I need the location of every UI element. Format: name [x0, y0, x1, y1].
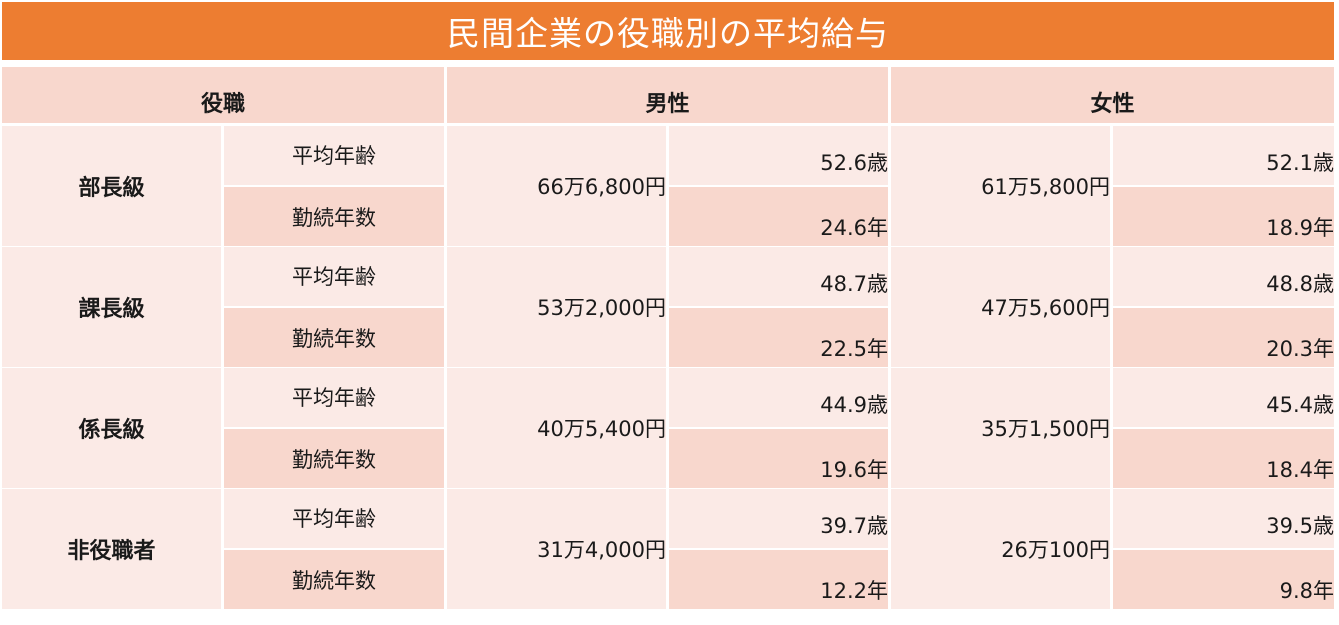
female-age: 52.1歳 [1113, 126, 1334, 185]
male-salary: 31万4,000円 [447, 489, 666, 609]
male-tenure: 24.6年 [669, 187, 888, 246]
male-salary: 66万6,800円 [447, 126, 666, 246]
female-age: 39.5歳 [1113, 489, 1334, 548]
female-salary: 47万5,600円 [891, 247, 1110, 367]
tenure-label: 勤続年数 [224, 187, 444, 246]
male-salary: 40万5,400円 [447, 368, 666, 488]
rank-label: 係長級 [2, 368, 221, 488]
male-tenure: 12.2年 [669, 550, 888, 609]
female-age: 45.4歳 [1113, 368, 1334, 427]
age-label: 平均年齢 [224, 368, 444, 427]
male-age: 52.6歳 [669, 126, 888, 185]
rank-label: 部長級 [2, 126, 221, 246]
rank-label: 課長級 [2, 247, 221, 367]
header-female: 女性 [891, 67, 1334, 123]
header-position: 役職 [2, 67, 444, 123]
tenure-label: 勤続年数 [224, 308, 444, 367]
female-salary: 26万100円 [891, 489, 1110, 609]
male-tenure: 19.6年 [669, 429, 888, 488]
male-age: 39.7歳 [669, 489, 888, 548]
male-tenure: 22.5年 [669, 308, 888, 367]
female-salary: 61万5,800円 [891, 126, 1110, 246]
tenure-label: 勤続年数 [224, 429, 444, 488]
female-tenure: 9.8年 [1113, 550, 1334, 609]
female-tenure: 20.3年 [1113, 308, 1334, 367]
male-salary: 53万2,000円 [447, 247, 666, 367]
male-age: 48.7歳 [669, 247, 888, 306]
age-label: 平均年齢 [224, 247, 444, 306]
title-bar: 民間企業の役職別の平均給与 [2, 2, 1334, 60]
female-tenure: 18.9年 [1113, 187, 1334, 246]
female-salary: 35万1,500円 [891, 368, 1110, 488]
page-title: 民間企業の役職別の平均給与 [447, 14, 889, 53]
female-age: 48.8歳 [1113, 247, 1334, 306]
female-tenure: 18.4年 [1113, 429, 1334, 488]
tenure-label: 勤続年数 [224, 550, 444, 609]
male-age: 44.9歳 [669, 368, 888, 427]
rank-label: 非役職者 [2, 489, 221, 609]
age-label: 平均年齢 [224, 489, 444, 548]
age-label: 平均年齢 [224, 126, 444, 185]
header-male: 男性 [447, 67, 888, 123]
